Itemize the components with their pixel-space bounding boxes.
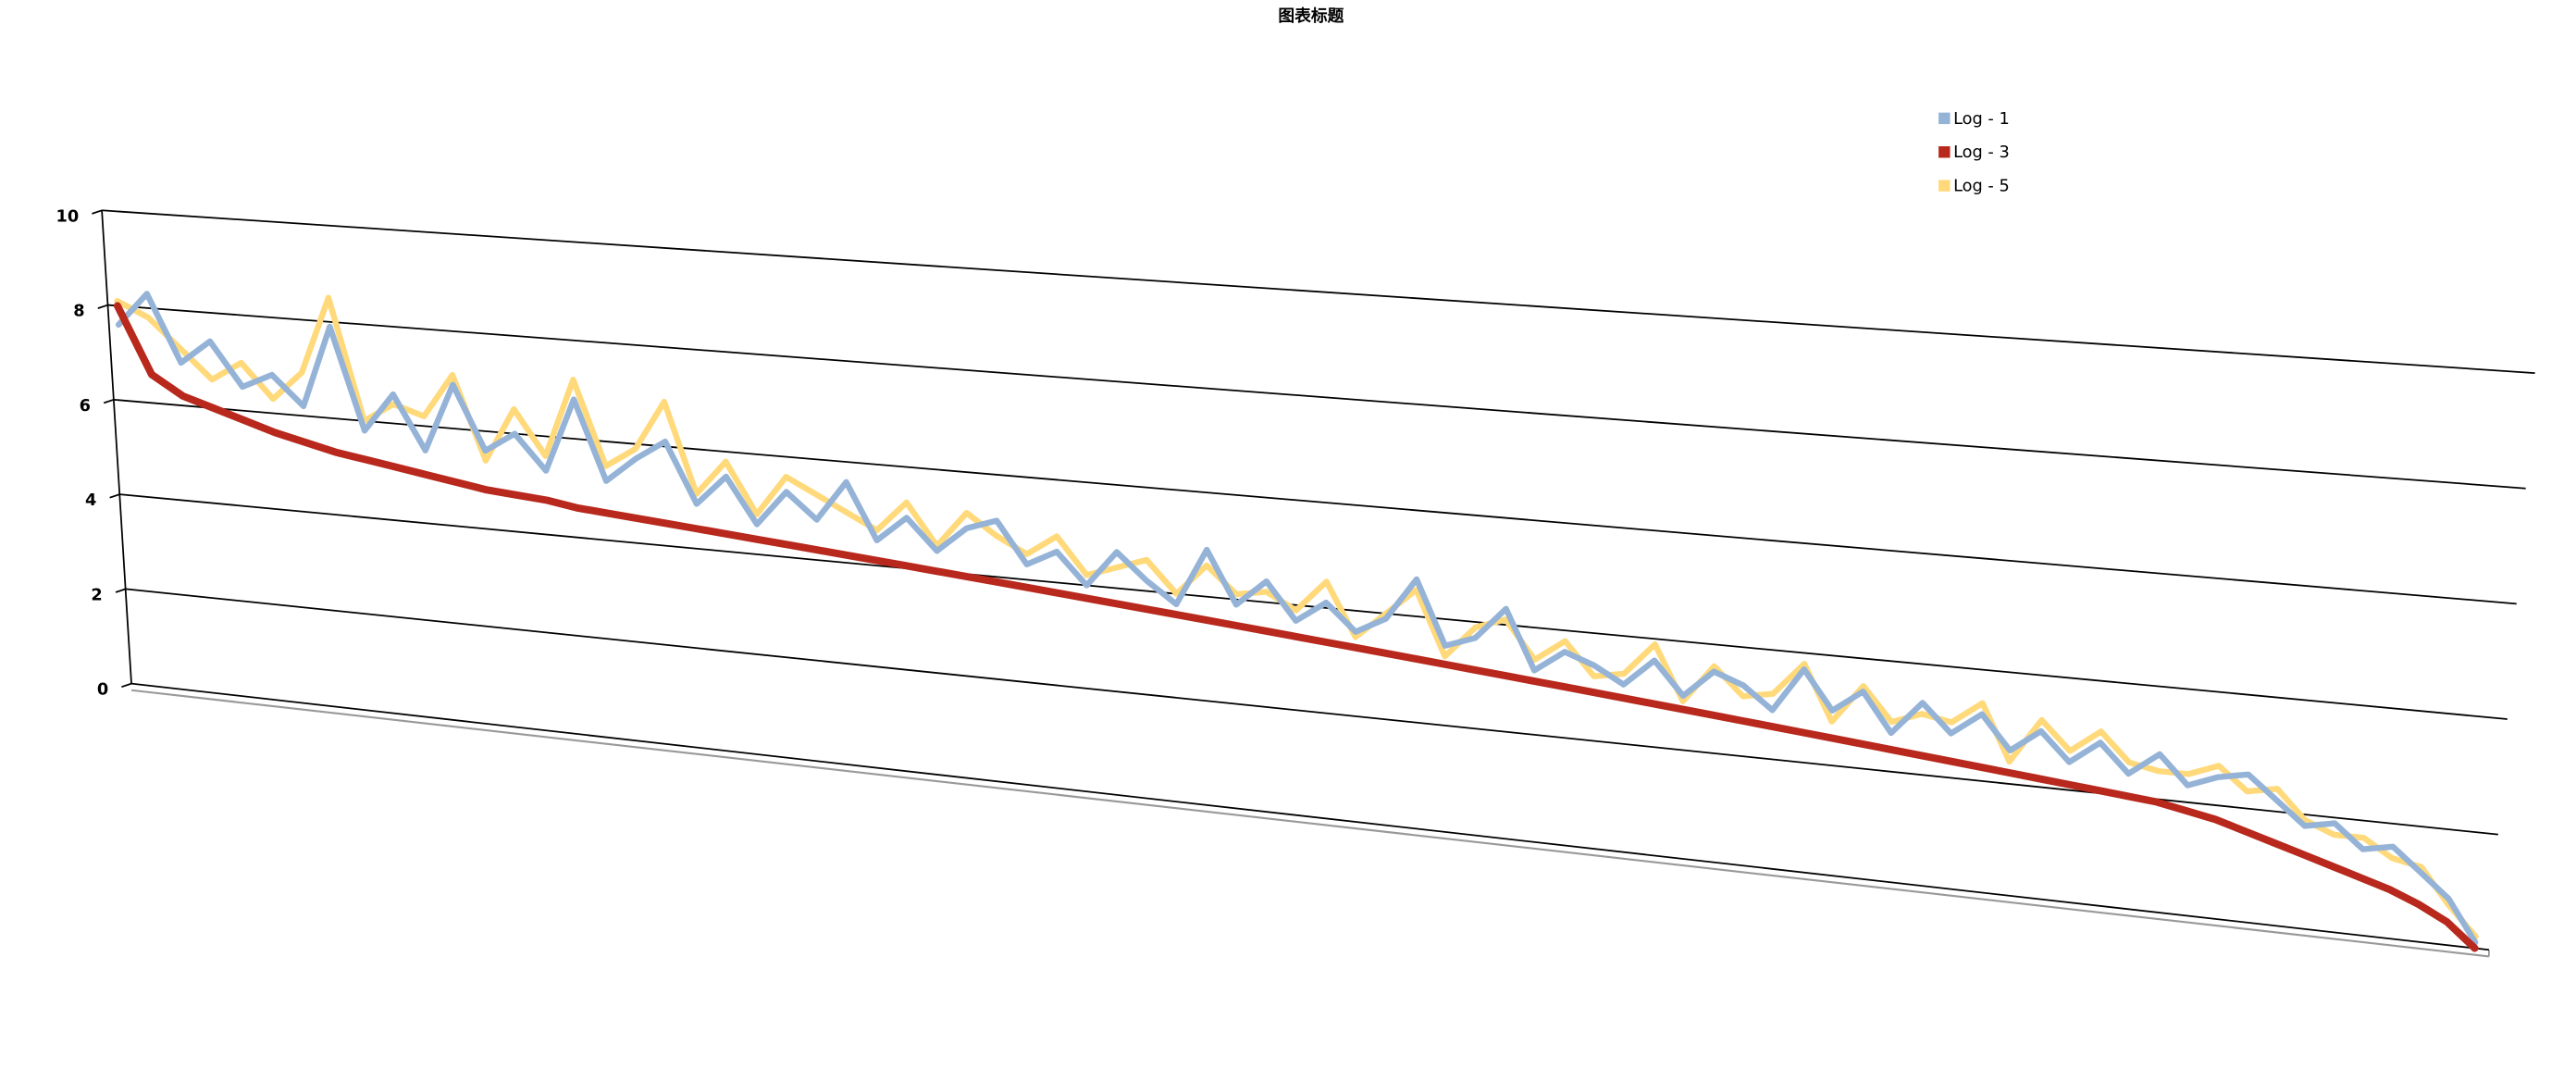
chart-title: 图表标题 xyxy=(1278,6,1344,26)
legend-swatch xyxy=(1938,180,1951,192)
y-tick-label: 8 xyxy=(73,303,84,321)
grid-line xyxy=(102,209,2535,374)
y-tick-label: 2 xyxy=(91,586,102,604)
tick-mark xyxy=(92,209,103,215)
grid-line xyxy=(107,304,2526,490)
y-axis xyxy=(101,210,132,684)
series-line xyxy=(115,291,2479,946)
grid-line xyxy=(130,682,2489,951)
y-tick-label: 0 xyxy=(97,681,108,700)
tick-mark xyxy=(109,493,120,499)
legend-label: Log - 1 xyxy=(1953,110,2010,129)
legend-swatch xyxy=(1938,112,1951,125)
legend-label: Log - 3 xyxy=(1953,143,2010,162)
tick-mark xyxy=(121,682,132,689)
legend-label: Log - 5 xyxy=(1953,178,2010,196)
series-line xyxy=(114,294,2479,940)
grid-line xyxy=(119,493,2508,720)
y-tick-label: 4 xyxy=(85,491,96,510)
series-line xyxy=(113,302,2479,952)
tick-mark xyxy=(103,398,115,404)
tick-mark xyxy=(97,304,108,309)
y-tick-label: 6 xyxy=(80,397,91,416)
legend-swatch xyxy=(1938,146,1951,158)
tick-mark xyxy=(115,588,126,593)
floor-edge xyxy=(130,689,2490,958)
y-tick-label: 10 xyxy=(56,207,80,226)
